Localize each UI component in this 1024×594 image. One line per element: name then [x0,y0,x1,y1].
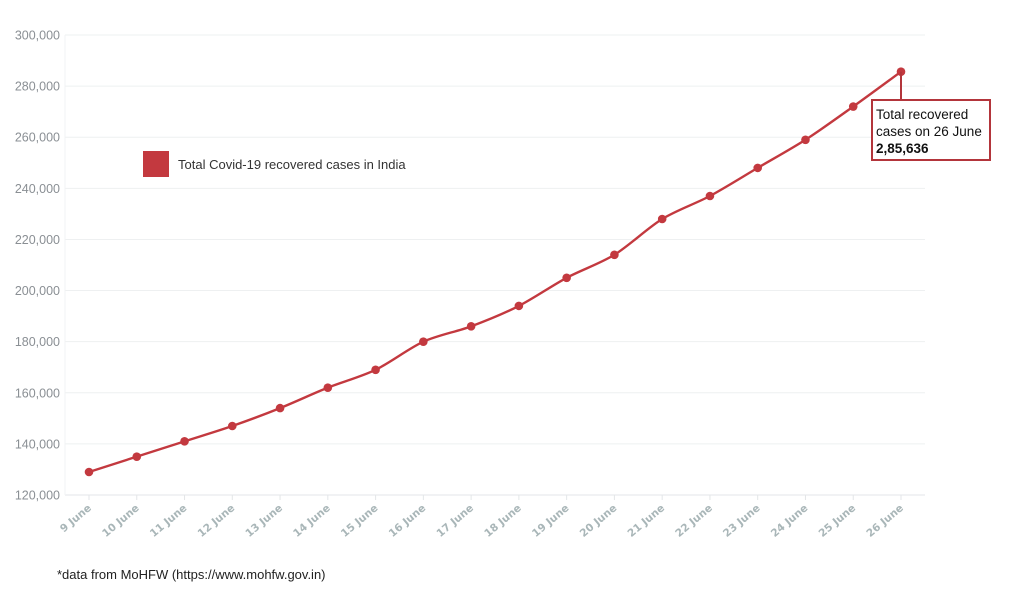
data-point [323,383,333,392]
x-tick-label: 16 June [387,502,429,540]
x-tick-label: 11 June [148,502,190,540]
annotation-callout: Total recovered cases on 26 June 2,85,63… [871,99,991,161]
x-tick-label: 22 June [673,502,715,540]
y-tick-label: 240,000 [15,182,60,196]
data-point [753,163,763,173]
data-points [84,67,906,477]
x-tick-label: 14 June [291,502,333,540]
legend-label: Total Covid-19 recovered cases in India [178,156,406,172]
x-tick-label: 24 June [769,502,811,540]
x-tick-label: 23 June [721,502,763,540]
callout-line1: Total recovered [876,107,969,122]
x-tick-label: 20 June [578,502,620,540]
x-tick-label: 21 June [625,502,667,540]
y-tick-label: 120,000 [15,489,60,503]
x-tick-label: 19 June [530,502,572,540]
data-point [610,250,619,260]
y-tick-label: 220,000 [15,233,60,247]
y-axis-labels: 120,000 140,000 160,000 180,000 200,000 220,0… [15,29,60,503]
x-tick-label: 13 June [243,502,285,540]
callout-value: 2,85,636 [876,141,929,156]
x-tick-label: 18 June [482,502,524,540]
y-tick-label: 160,000 [15,386,60,400]
data-point [514,301,524,311]
data-point [275,403,285,413]
x-axis-labels: 9 June 10 June 11 June 12 June 13 June 14 Jun… [58,495,906,540]
data-point [466,322,476,331]
data-point [562,273,571,283]
legend-swatch [143,151,169,177]
x-tick-label: 25 June [817,502,859,540]
data-point [132,452,142,461]
legend: Total Covid-19 recovered cases in India [143,151,406,177]
data-point [180,437,189,446]
x-tick-label: 9 June [58,502,94,535]
y-tick-label: 260,000 [15,131,60,145]
x-tick-label: 26 June [864,502,906,540]
data-point [227,421,237,431]
data-point [848,102,858,111]
data-point [657,214,667,224]
data-point [84,467,94,477]
source-note: *data from MoHFW (https://www.mohfw.gov.… [57,567,326,582]
data-point [371,365,380,375]
y-tick-label: 140,000 [15,437,60,451]
y-tick-label: 300,000 [15,29,60,43]
x-tick-label: 10 June [100,502,142,540]
gridlines [64,34,925,496]
data-point [896,67,906,77]
y-tick-label: 200,000 [15,284,60,298]
series-line [88,70,902,474]
data-point [801,135,810,145]
data-point [705,191,715,201]
x-tick-label: 12 June [196,502,238,540]
y-tick-label: 280,000 [15,80,60,94]
callout-line2: cases on 26 June [876,124,982,139]
x-tick-label: 15 June [339,502,381,540]
y-tick-label: 180,000 [15,335,60,349]
x-tick-label: 17 June [434,502,476,540]
data-point [419,337,428,346]
